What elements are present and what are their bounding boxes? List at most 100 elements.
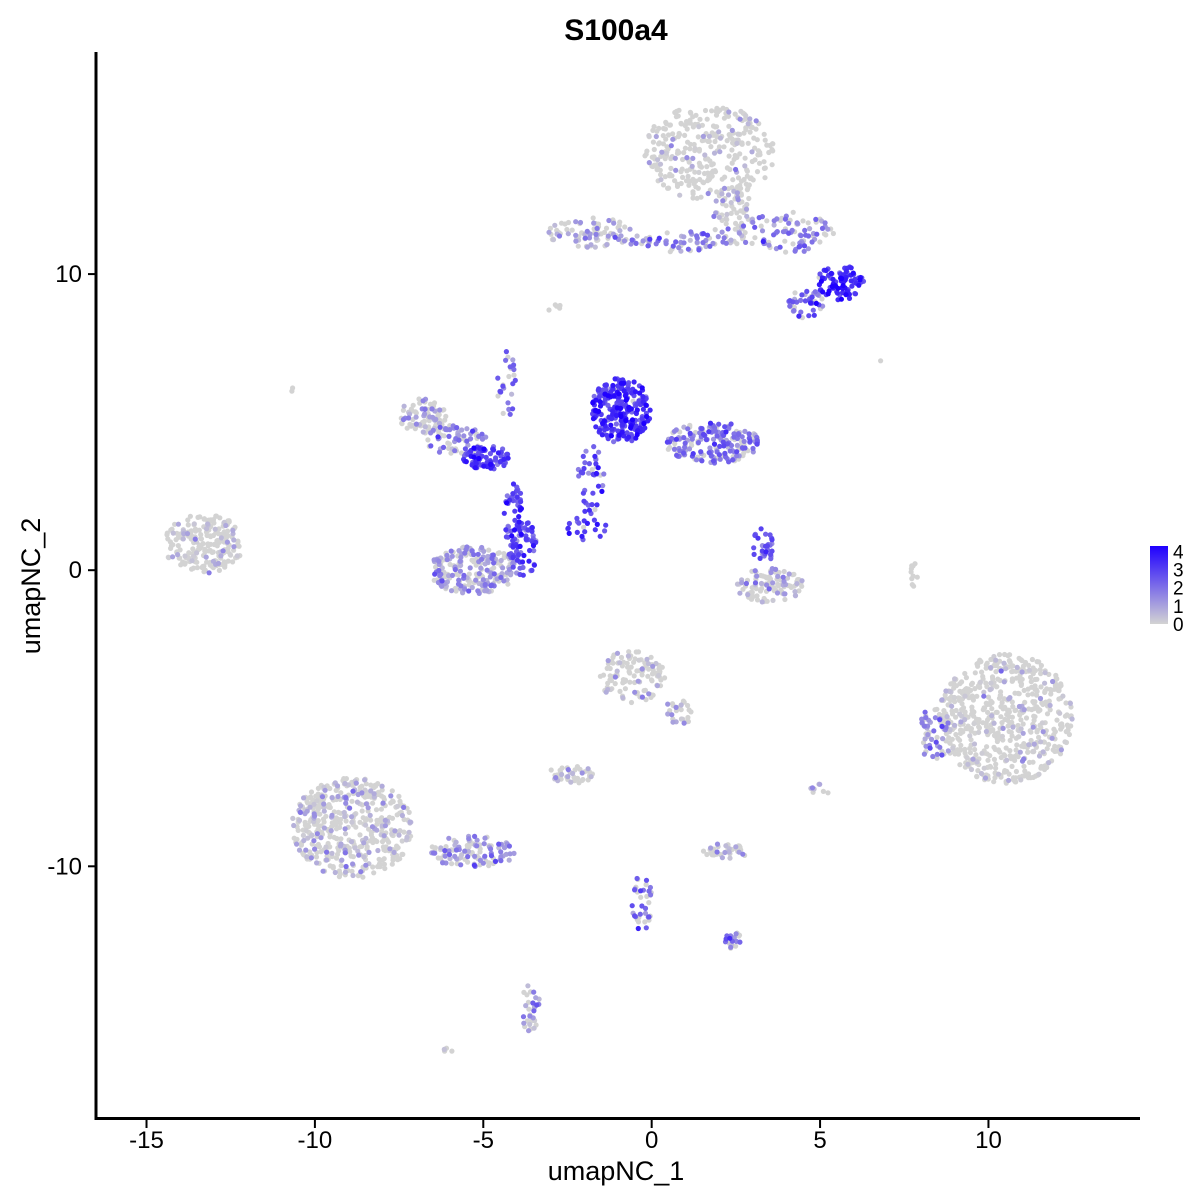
cell-point	[481, 841, 487, 847]
cell-point	[575, 243, 581, 249]
cell-point	[565, 525, 571, 531]
cell-point	[500, 383, 506, 389]
cell-point	[985, 757, 991, 763]
cell-point	[531, 562, 538, 568]
cell-point	[971, 741, 978, 747]
cell-point	[510, 491, 516, 497]
cell-point	[726, 849, 732, 855]
cell-point	[510, 362, 517, 368]
cell-point	[804, 288, 810, 294]
cell-point	[703, 243, 709, 250]
cell-point	[614, 650, 621, 656]
cell-point	[501, 845, 508, 851]
y-axis-ticks: -10 0 10	[47, 261, 95, 880]
cell-point	[646, 691, 652, 697]
cell-point	[479, 436, 486, 442]
cell-point	[989, 706, 995, 712]
cell-point	[349, 782, 355, 788]
cell-point	[965, 761, 971, 767]
cell-point	[521, 989, 527, 996]
cell-point	[932, 715, 939, 721]
cell-point	[191, 521, 197, 527]
cell-point	[667, 444, 673, 451]
cell-point	[526, 558, 532, 564]
cell-point	[687, 237, 693, 243]
cell-point	[1018, 777, 1024, 783]
cell-point	[1013, 668, 1019, 674]
cell-point	[979, 750, 985, 756]
cell-point	[766, 586, 772, 592]
cell-point	[625, 382, 631, 388]
cell-point	[459, 852, 465, 858]
cell-point	[972, 746, 978, 753]
cell-point	[754, 573, 760, 579]
cell-point	[401, 829, 407, 835]
cell-point	[429, 844, 435, 850]
cell-point	[752, 145, 758, 151]
cell-point	[943, 688, 949, 694]
cell-point	[671, 428, 678, 434]
cell-point	[597, 533, 603, 539]
cell-point	[290, 815, 296, 822]
cell-point	[611, 220, 617, 226]
cell-point	[511, 527, 518, 533]
cell-point	[1002, 651, 1008, 658]
cell-point	[1006, 658, 1013, 664]
cell-point	[982, 775, 989, 781]
cell-point	[382, 817, 388, 824]
cell-point	[704, 116, 710, 122]
cell-point	[983, 728, 990, 735]
cell-point	[379, 857, 385, 863]
cell-point	[670, 136, 676, 142]
cell-point	[510, 564, 516, 570]
cell-point	[755, 535, 761, 541]
cell-point	[425, 437, 431, 443]
cell-point	[600, 672, 607, 678]
cell-point	[771, 585, 777, 591]
cell-point	[222, 561, 228, 567]
cell-point	[613, 412, 620, 419]
cell-point	[1049, 735, 1055, 741]
cell-point	[349, 814, 355, 820]
cell-point	[180, 559, 186, 565]
cell-point	[681, 150, 687, 156]
cell-point	[1066, 731, 1072, 738]
cell-point	[741, 438, 747, 444]
cell-point	[388, 793, 394, 799]
cell-point	[462, 446, 468, 452]
cell-point	[1042, 680, 1048, 686]
cell-point	[628, 664, 634, 670]
cell-point	[531, 1008, 537, 1014]
cell-point	[382, 823, 388, 829]
cell-point	[512, 517, 518, 523]
cell-point	[706, 138, 712, 144]
cell-point	[422, 406, 428, 412]
cell-point	[672, 109, 678, 116]
cell-point	[665, 132, 672, 138]
cell-point	[447, 856, 453, 862]
cell-point	[495, 393, 501, 399]
cell-point	[673, 167, 679, 173]
cell-point	[737, 116, 743, 122]
cell-point	[850, 270, 856, 276]
cell-point	[745, 592, 751, 598]
cell-point	[798, 309, 804, 315]
cell-point	[998, 714, 1004, 720]
cell-point	[431, 400, 438, 406]
cell-point	[602, 382, 608, 388]
cell-point	[706, 133, 713, 139]
cell-point	[512, 508, 518, 514]
cell-point	[743, 206, 750, 212]
cell-point	[681, 720, 687, 726]
cell-point	[639, 666, 645, 672]
cell-point	[357, 819, 363, 825]
cell-point	[949, 711, 956, 717]
cell-point	[738, 185, 744, 191]
cell-point	[692, 169, 698, 175]
cell-point	[823, 232, 829, 238]
cell-point	[339, 857, 345, 863]
cell-point	[371, 791, 377, 797]
cell-point	[631, 379, 637, 385]
cell-point	[580, 453, 586, 459]
cell-point	[413, 410, 419, 416]
